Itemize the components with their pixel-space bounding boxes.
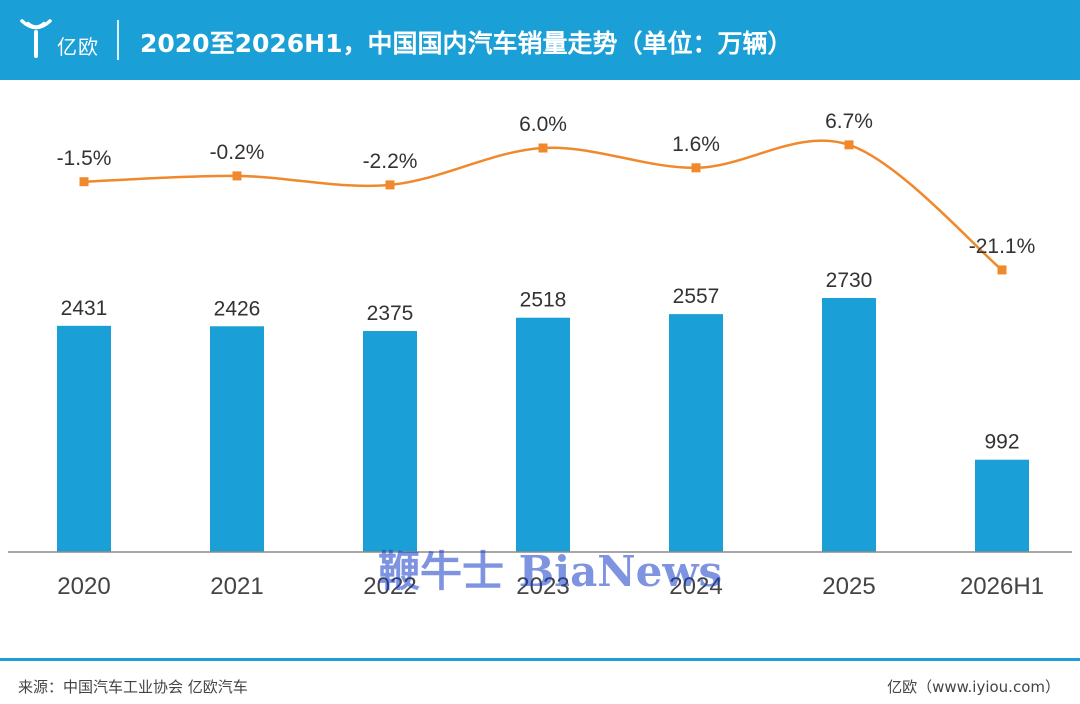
- x-tick-2025: 2025: [822, 573, 875, 600]
- x-tick-labels: 2020 2021 2022 2023 2024 2025 2026H1: [57, 573, 1044, 600]
- bar-2025: [822, 298, 876, 552]
- bar-2023: [516, 317, 570, 552]
- bar-series: [57, 298, 1029, 552]
- bar-label-2020: 2431: [61, 297, 108, 320]
- sales-chart: 2431 2426 2375 2518 2557 2730 992 2020 2021 2022…: [8, 110, 1072, 600]
- bar-label-2021: 2426: [214, 297, 261, 320]
- bar-2020: [57, 325, 111, 552]
- growth-label-2025: 6.7%: [825, 110, 873, 133]
- bar-label-2023: 2518: [520, 289, 567, 312]
- growth-label-2024: 1.6%: [672, 133, 720, 156]
- x-tick-2024: 2024: [669, 573, 722, 600]
- marker-2022: [385, 180, 395, 190]
- x-tick-2026H1: 2026H1: [960, 573, 1044, 600]
- growth-rate-labels: -1.5% -0.2% -2.2% 6.0% 1.6% 6.7% -21.1%: [57, 110, 1036, 258]
- bar-label-2022: 2375: [367, 302, 414, 325]
- growth-label-2026H1: -21.1%: [969, 235, 1036, 258]
- marker-2026H1: [997, 265, 1007, 275]
- header-banner: 亿欧 2020至2026H1，中国国内汽车销量走势（单位：万辆）: [0, 0, 1080, 80]
- x-tick-2020: 2020: [57, 573, 110, 600]
- marker-2021: [232, 171, 242, 181]
- bar-2022: [363, 331, 417, 552]
- logo-text: 亿欧: [57, 35, 99, 59]
- bar-label-2025: 2730: [826, 269, 873, 292]
- bar-value-labels: 2431 2426 2375 2518 2557 2730 992: [61, 269, 1020, 454]
- x-tick-2021: 2021: [210, 573, 263, 600]
- yiou-logo-icon: [20, 19, 52, 58]
- x-tick-2022: 2022: [363, 573, 416, 600]
- growth-rate-markers: [79, 140, 1007, 275]
- growth-label-2021: -0.2%: [210, 141, 265, 164]
- header-divider: [117, 20, 119, 60]
- x-tick-2023: 2023: [516, 573, 569, 600]
- growth-label-2023: 6.0%: [519, 113, 567, 136]
- marker-2025: [844, 140, 854, 150]
- marker-2023: [538, 143, 548, 153]
- chart-title: 2020至2026H1，中国国内汽车销量走势（单位：万辆）: [140, 29, 793, 58]
- marker-2024: [691, 163, 701, 173]
- growth-label-2020: -1.5%: [57, 147, 112, 170]
- marker-2020: [79, 177, 89, 187]
- bianews-watermark: 鞭牛士 BiaNews: [378, 547, 723, 596]
- source-note: 来源：中国汽车工业协会 亿欧汽车: [18, 678, 248, 696]
- bar-label-2024: 2557: [673, 285, 720, 308]
- growth-label-2022: -2.2%: [363, 150, 418, 173]
- bar-2021: [210, 326, 264, 552]
- bar-2024: [669, 314, 723, 552]
- site-credit: 亿欧（www.iyiou.com）: [887, 678, 1060, 696]
- bar-label-2026H1: 992: [984, 431, 1019, 454]
- bar-2026H1: [975, 459, 1029, 552]
- footer-divider: [0, 658, 1080, 661]
